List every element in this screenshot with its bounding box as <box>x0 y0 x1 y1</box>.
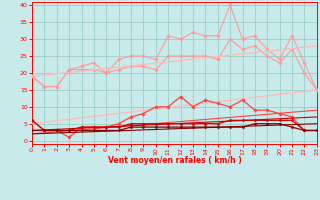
X-axis label: Vent moyen/en rafales ( km/h ): Vent moyen/en rafales ( km/h ) <box>108 156 241 165</box>
